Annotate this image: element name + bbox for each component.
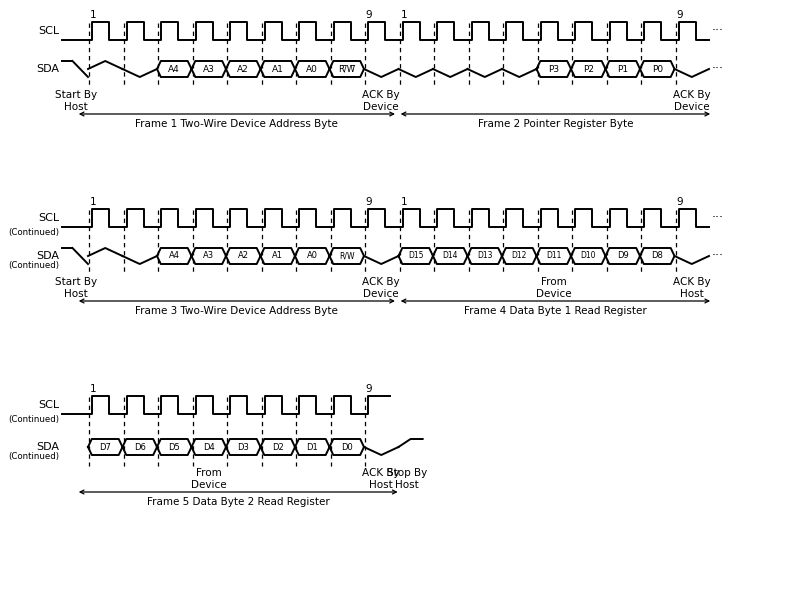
Text: Frame 2 Pointer Register Byte: Frame 2 Pointer Register Byte (478, 119, 633, 129)
Text: A3: A3 (202, 65, 214, 73)
Text: SCL: SCL (38, 400, 59, 410)
Text: Start By
Host: Start By Host (55, 277, 97, 299)
Text: Stop By
Host: Stop By Host (387, 468, 427, 489)
Text: D12: D12 (512, 252, 527, 261)
Text: A2: A2 (238, 252, 248, 261)
Text: D3: D3 (237, 442, 249, 451)
Text: 1: 1 (90, 197, 97, 207)
Text: (Continued): (Continued) (8, 261, 59, 270)
Text: A0: A0 (307, 252, 318, 261)
Text: D11: D11 (546, 252, 562, 261)
Text: P3: P3 (548, 65, 559, 73)
Text: 9: 9 (365, 384, 372, 394)
Text: ···: ··· (712, 212, 724, 224)
Text: SCL: SCL (38, 213, 59, 223)
Text: D1: D1 (306, 442, 318, 451)
Text: D13: D13 (477, 252, 493, 261)
Text: P1: P1 (617, 65, 628, 73)
Text: D7: D7 (100, 442, 112, 451)
Text: D4: D4 (202, 442, 214, 451)
Text: (Continued): (Continued) (8, 228, 59, 237)
Text: 1: 1 (400, 10, 407, 20)
Text: 1: 1 (400, 197, 407, 207)
Text: Start By
Host: Start By Host (55, 90, 97, 111)
Text: ···: ··· (712, 24, 724, 38)
Text: 9: 9 (365, 197, 373, 207)
Text: R/̅W̅: R/̅W̅ (339, 65, 355, 73)
Text: ACK By
Host: ACK By Host (362, 468, 400, 489)
Text: SCL: SCL (38, 26, 59, 36)
Text: Frame 5 Data Byte 2 Read Register: Frame 5 Data Byte 2 Read Register (147, 497, 330, 507)
Text: A3: A3 (203, 252, 214, 261)
Text: D15: D15 (408, 252, 423, 261)
Text: (Continued): (Continued) (8, 415, 59, 424)
Text: Frame 1 Two-Wire Device Address Byte: Frame 1 Two-Wire Device Address Byte (135, 119, 339, 129)
Text: D0: D0 (341, 442, 353, 451)
Text: P2: P2 (583, 65, 594, 73)
Text: SDA: SDA (36, 64, 59, 74)
Text: From
Device: From Device (191, 468, 226, 489)
Text: Frame 3 Two-Wire Device Address Byte: Frame 3 Two-Wire Device Address Byte (135, 306, 339, 316)
Text: ACK By
Device: ACK By Device (673, 90, 710, 111)
Text: 9: 9 (365, 10, 373, 20)
Text: ACK By
Host: ACK By Host (673, 277, 710, 299)
Text: From
Device: From Device (536, 277, 572, 299)
Text: A4: A4 (168, 65, 180, 73)
Text: D2: D2 (272, 442, 284, 451)
Text: SDA: SDA (36, 442, 59, 452)
Text: 1: 1 (90, 10, 97, 20)
Text: A4: A4 (168, 252, 180, 261)
Text: ···: ··· (712, 62, 724, 76)
Text: A1: A1 (272, 65, 284, 73)
Text: R/W: R/W (339, 252, 354, 261)
Text: ACK By
Device: ACK By Device (362, 90, 400, 111)
Text: ···: ··· (712, 249, 724, 263)
Text: 1: 1 (90, 384, 97, 394)
Text: P0: P0 (652, 65, 663, 73)
Text: D5: D5 (168, 442, 180, 451)
Text: Frame 4 Data Byte 1 Read Register: Frame 4 Data Byte 1 Read Register (464, 306, 647, 316)
Text: D10: D10 (581, 252, 596, 261)
Text: D6: D6 (134, 442, 146, 451)
Text: D9: D9 (617, 252, 629, 261)
Text: SDA: SDA (36, 251, 59, 261)
Text: D8: D8 (651, 252, 663, 261)
Text: (Continued): (Continued) (8, 452, 59, 461)
Text: A1: A1 (272, 252, 283, 261)
Text: 9: 9 (676, 10, 683, 20)
Text: A2: A2 (237, 65, 249, 73)
Text: D14: D14 (442, 252, 458, 261)
Text: A0: A0 (306, 65, 318, 73)
Text: 9: 9 (676, 197, 683, 207)
Text: ACK By
Device: ACK By Device (362, 277, 400, 299)
